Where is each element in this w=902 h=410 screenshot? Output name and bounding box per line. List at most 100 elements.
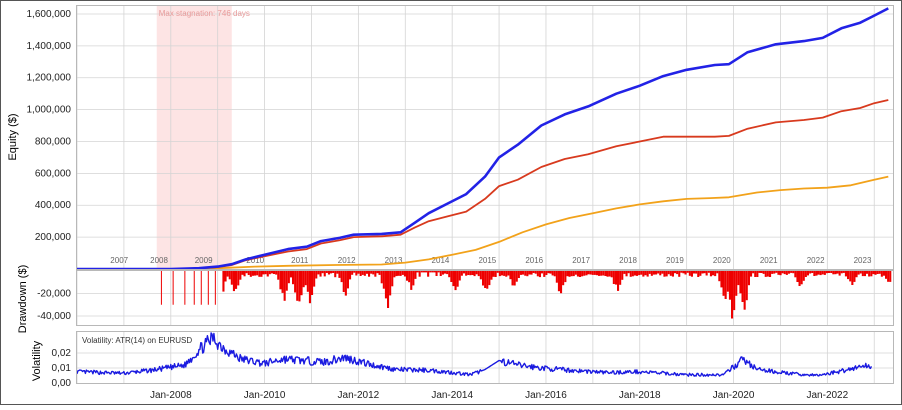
- drawdown-spike: [811, 271, 814, 273]
- drawdown-spike: [684, 271, 687, 275]
- y-tick-label: 800,000: [35, 136, 72, 147]
- drawdown-spike: [536, 271, 539, 277]
- drawdown-spike: [439, 271, 442, 276]
- drawdown-spike: [500, 271, 503, 276]
- drawdown-spike: [256, 271, 259, 276]
- drawdown-spike: [340, 271, 343, 283]
- drawdown-spike: [701, 271, 704, 274]
- drawdown-spike: [731, 271, 734, 319]
- drawdown-spike: [273, 271, 276, 274]
- x-tick-label: Jan-2020: [713, 390, 755, 401]
- drawdown-spike: [300, 271, 303, 296]
- year-label: 2010: [246, 256, 264, 265]
- drawdown-spike: [374, 271, 377, 277]
- drawdown-spike: [705, 271, 708, 276]
- drawdown-spike: [809, 271, 812, 274]
- y-tick-label: 1,000,000: [27, 105, 72, 116]
- drawdown-spike: [667, 271, 670, 275]
- drawdown-spike: [623, 271, 626, 274]
- drawdown-spike: [714, 271, 717, 277]
- drawdown-spike: [448, 271, 451, 278]
- drawdown-spike: [391, 271, 394, 287]
- drawdown-spike: [712, 271, 715, 276]
- equity-y-ticks: 200,000 400,000 600,000 800,000 1,000,000 1,2…: [27, 9, 72, 243]
- drawdown-spike: [522, 271, 525, 275]
- drawdown-spike: [380, 271, 383, 284]
- drawdown-spike: [254, 271, 257, 276]
- drawdown-spike: [275, 271, 278, 275]
- drawdown-spike: [741, 271, 744, 302]
- drawdown-spike: [484, 271, 487, 288]
- drawdown-spike: [427, 271, 430, 277]
- drawdown-spike: [490, 271, 493, 280]
- drawdown-spike: [389, 271, 392, 296]
- drawdown-spike: [401, 271, 404, 275]
- drawdown-spike: [471, 271, 474, 275]
- drawdown-spike: [724, 271, 727, 299]
- drawdown-spike: [836, 271, 839, 274]
- drawdown-spike: [311, 271, 314, 295]
- drawdown-spike: [849, 271, 852, 282]
- drawdown-spike: [431, 271, 434, 273]
- drawdown-spike: [498, 271, 501, 277]
- drawdown-spike: [707, 271, 710, 273]
- drawdown-spike: [541, 271, 544, 274]
- x-tick-label: Jan-2016: [525, 390, 567, 401]
- y-tick-label: 400,000: [35, 200, 72, 211]
- drawdown-spike: [633, 271, 636, 276]
- drawdown-spike: [832, 271, 835, 275]
- drawdown-spike: [669, 271, 672, 276]
- drawdown-spike: [783, 271, 786, 275]
- drawdown-spike: [855, 271, 858, 278]
- drawdown-spike: [355, 271, 358, 276]
- drawdown-spike: [887, 271, 890, 282]
- drawdown-spike: [397, 271, 400, 276]
- volatility-plot-border: [76, 331, 894, 384]
- drawdown-spike: [441, 271, 444, 275]
- drawdown-spike: [315, 271, 318, 279]
- drawdown-spike: [752, 271, 755, 274]
- x-tick-label: Jan-2014: [431, 390, 473, 401]
- drawdown-spike: [365, 271, 368, 274]
- drawdown-spike: [245, 271, 248, 274]
- drawdown-spike: [368, 271, 371, 277]
- drawdown-spike: [496, 271, 499, 273]
- drawdown-spike: [690, 271, 693, 277]
- drawdown-spike: [270, 271, 273, 274]
- drawdown-spike: [342, 271, 345, 292]
- drawdown-spike: [872, 271, 875, 275]
- drawdown-spike: [224, 271, 227, 282]
- drawdown-spike: [564, 271, 567, 283]
- drawdown-spike: [579, 271, 582, 277]
- drawdown-spike: [646, 271, 649, 277]
- drawdown-spike: [722, 271, 725, 296]
- drawdown-spike: [815, 271, 818, 276]
- drawdown-spike: [327, 271, 330, 275]
- drawdown-spike: [610, 271, 613, 278]
- drawdown-spike: [825, 271, 828, 274]
- equity-panel: 2007 2008 2009 2010 2011 2012 2013 2014 2015 2016…: [7, 5, 894, 271]
- drawdown-spike: [572, 271, 575, 277]
- drawdown-spike: [813, 271, 816, 276]
- drawdown-spike: [604, 271, 607, 276]
- drawdown-spike: [747, 271, 750, 286]
- drawdown-spike: [351, 271, 354, 275]
- drawdown-spike: [425, 271, 428, 273]
- drawdown-spike: [486, 271, 489, 289]
- drawdown-spike: [289, 271, 292, 278]
- drawdown-spike: [346, 271, 349, 289]
- drawdown-spike: [319, 271, 322, 277]
- drawdown-spike: [553, 271, 556, 277]
- drawdown-spike: [859, 271, 862, 274]
- drawdown-spike: [524, 271, 527, 276]
- drawdown-spike: [408, 271, 411, 283]
- drawdown-spike: [266, 271, 269, 277]
- drawdown-spike: [473, 271, 476, 277]
- drawdown-spike: [416, 271, 419, 273]
- drawdown-spike: [323, 271, 326, 277]
- drawdown-spike: [435, 271, 438, 276]
- equity-y-axis-label: Equity ($): [7, 113, 19, 160]
- drawdown-spike: [465, 271, 468, 276]
- drawdown-spike: [306, 271, 309, 292]
- drawdown-spike: [387, 271, 390, 308]
